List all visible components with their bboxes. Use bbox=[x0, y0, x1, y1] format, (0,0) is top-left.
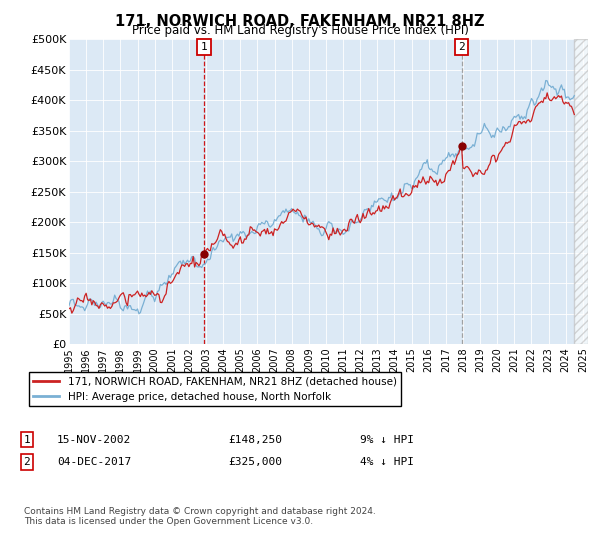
Text: 1: 1 bbox=[200, 42, 208, 52]
Text: 1: 1 bbox=[23, 435, 31, 445]
Text: £325,000: £325,000 bbox=[228, 457, 282, 467]
Bar bbox=[574, 39, 588, 344]
Text: Price paid vs. HM Land Registry's House Price Index (HPI): Price paid vs. HM Land Registry's House … bbox=[131, 24, 469, 37]
Legend: 171, NORWICH ROAD, FAKENHAM, NR21 8HZ (detached house), HPI: Average price, deta: 171, NORWICH ROAD, FAKENHAM, NR21 8HZ (d… bbox=[29, 372, 401, 406]
Text: Contains HM Land Registry data © Crown copyright and database right 2024.
This d: Contains HM Land Registry data © Crown c… bbox=[24, 507, 376, 526]
Text: 4% ↓ HPI: 4% ↓ HPI bbox=[360, 457, 414, 467]
Text: 171, NORWICH ROAD, FAKENHAM, NR21 8HZ: 171, NORWICH ROAD, FAKENHAM, NR21 8HZ bbox=[115, 14, 485, 29]
Text: 15-NOV-2002: 15-NOV-2002 bbox=[57, 435, 131, 445]
Text: 9% ↓ HPI: 9% ↓ HPI bbox=[360, 435, 414, 445]
Text: 2: 2 bbox=[458, 42, 465, 52]
Text: £148,250: £148,250 bbox=[228, 435, 282, 445]
Text: 2: 2 bbox=[23, 457, 31, 467]
Bar bbox=[574, 39, 588, 344]
Text: 04-DEC-2017: 04-DEC-2017 bbox=[57, 457, 131, 467]
